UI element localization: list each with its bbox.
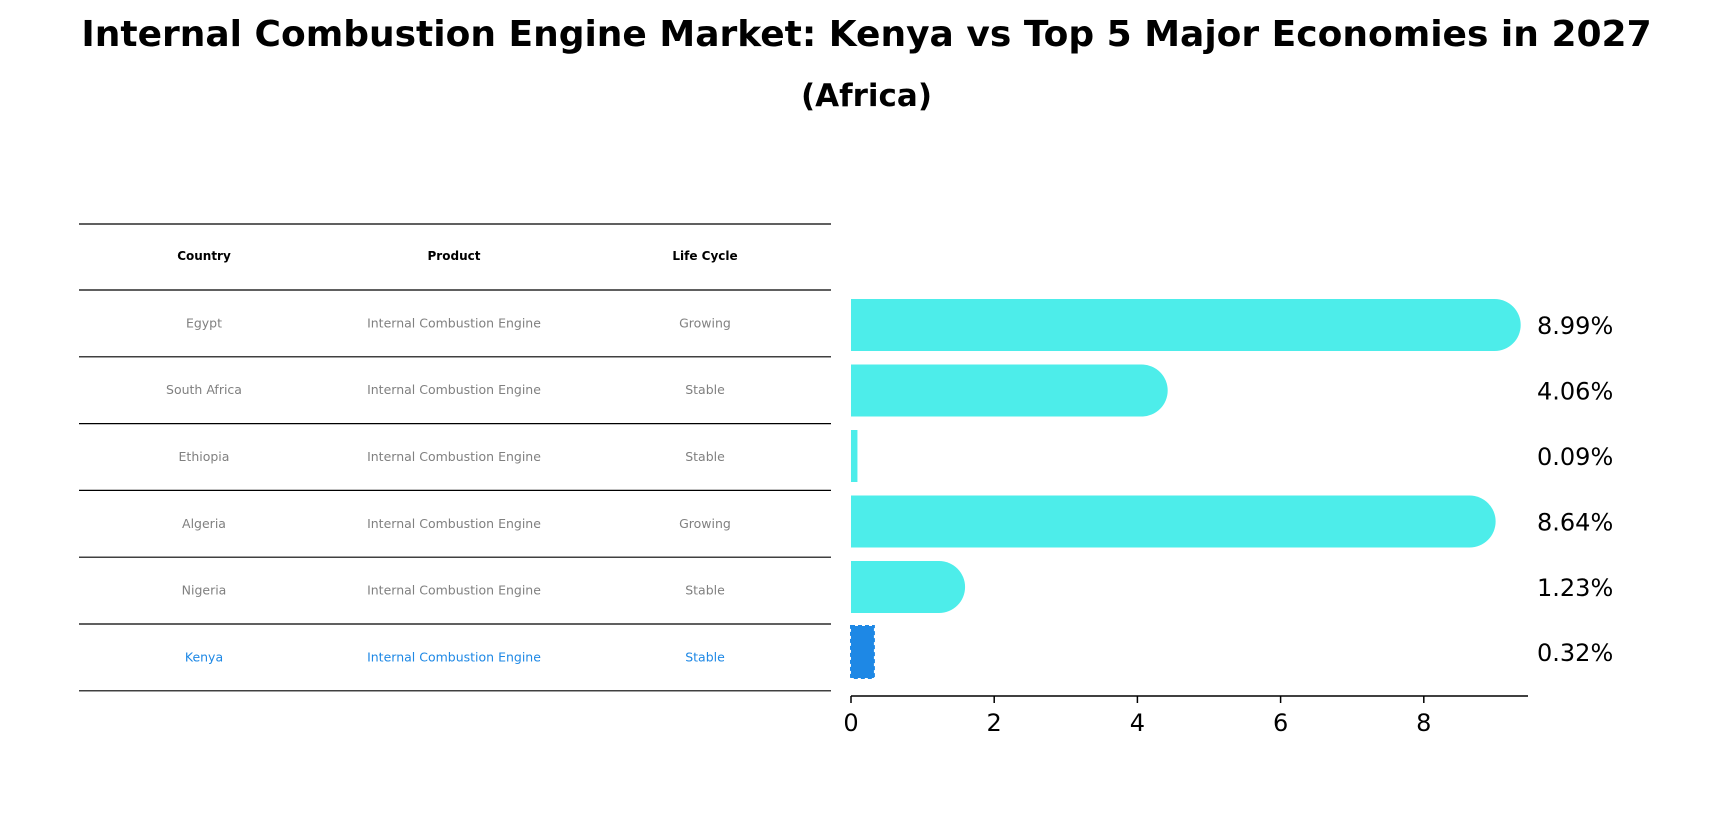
table-cell: Growing [679, 315, 731, 330]
chart-subtitle: (Africa) [800, 78, 933, 114]
table-cell: Algeria [182, 516, 226, 531]
x-tick-label: 6 [1273, 709, 1288, 737]
table-cell: Nigeria [182, 583, 227, 598]
table-cell: South Africa [166, 382, 242, 397]
x-tick-label: 2 [987, 709, 1002, 737]
table-cell: Ethiopia [179, 449, 230, 464]
table-cell: Internal Combustion Engine [367, 382, 541, 397]
bar-nigeria [851, 561, 966, 613]
table-header-product: Product [428, 249, 481, 263]
data-label: 1.23% [1537, 574, 1613, 602]
table-cell: Kenya [185, 649, 223, 664]
table-cell: Stable [685, 449, 725, 464]
data-label: 8.99% [1537, 312, 1613, 340]
table-header-life-cycle: Life Cycle [672, 249, 737, 263]
table-cell: Internal Combustion Engine [367, 649, 541, 664]
data-label: 4.06% [1537, 378, 1613, 406]
table-cell: Growing [679, 516, 731, 531]
table-cell: Internal Combustion Engine [367, 583, 541, 598]
data-label: 8.64% [1537, 509, 1613, 537]
table-cell: Stable [685, 382, 725, 397]
table-cell: Stable [685, 649, 725, 664]
bar-algeria [851, 495, 1496, 548]
chart-title: Internal Combustion Engine Market: Kenya… [81, 14, 1652, 55]
data-label: 0.09% [1537, 443, 1613, 471]
table-cell: Egypt [186, 315, 222, 330]
bar-south-africa [851, 364, 1168, 417]
bar-kenya [850, 625, 875, 679]
bar-ethiopia [851, 430, 858, 482]
bar-egypt [851, 299, 1521, 351]
data-label: 0.32% [1537, 639, 1613, 667]
table-cell: Stable [685, 583, 725, 598]
table-cell: Internal Combustion Engine [367, 516, 541, 531]
table-cell: Internal Combustion Engine [367, 449, 541, 464]
table-cell: Internal Combustion Engine [367, 315, 541, 330]
x-tick-label: 0 [843, 709, 858, 737]
table-header-country: Country [177, 249, 231, 263]
x-tick-label: 4 [1130, 709, 1145, 737]
x-tick-label: 8 [1416, 709, 1431, 737]
